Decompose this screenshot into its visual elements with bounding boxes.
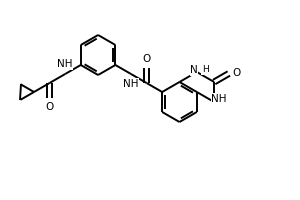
Text: NH: NH — [212, 94, 227, 104]
Text: NH: NH — [57, 59, 73, 69]
Text: O: O — [233, 68, 241, 78]
Text: N: N — [190, 65, 198, 75]
Text: O: O — [46, 102, 54, 112]
Text: H: H — [202, 66, 208, 74]
Text: NH: NH — [123, 79, 139, 89]
Text: O: O — [142, 54, 151, 64]
